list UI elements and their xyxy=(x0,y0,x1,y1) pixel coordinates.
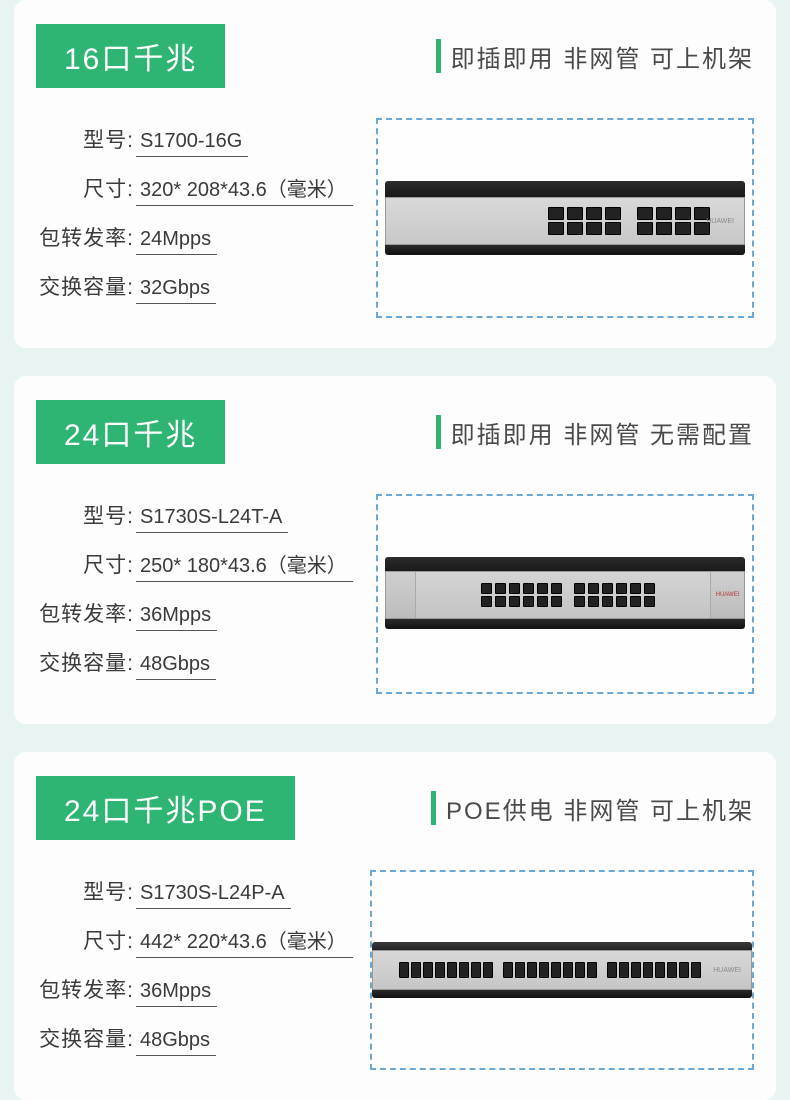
spec-value-capacity: 32Gbps xyxy=(136,277,216,304)
tagline-wrap: 即插即用 非网管 可上机架 xyxy=(436,39,754,74)
product-badge: 16口千兆 xyxy=(36,24,225,88)
spec-row-packet: 包转发率: 24Mpps xyxy=(36,222,366,255)
spec-label: 交换容量: xyxy=(36,1023,136,1053)
spec-row-packet: 包转发率: 36Mpps xyxy=(36,974,360,1007)
spec-list: 型号: S1730S-L24T-A 尺寸: 250* 180*43.6（毫米） … xyxy=(36,494,366,696)
spec-value-size: 442* 220*43.6（毫米） xyxy=(136,925,353,958)
card-header: 24口千兆 即插即用 非网管 无需配置 xyxy=(36,400,754,464)
spec-row-size: 尺寸: 320* 208*43.6（毫米） xyxy=(36,173,366,206)
spec-label: 尺寸: xyxy=(36,925,136,955)
spec-value-model: S1730S-L24T-A xyxy=(136,506,288,533)
spec-label: 交换容量: xyxy=(36,647,136,677)
spec-row-capacity: 交换容量: 48Gbps xyxy=(36,1023,360,1056)
spec-value-model: S1700-16G xyxy=(136,130,248,157)
switch-device-icon: HUAWEI xyxy=(372,942,752,998)
card-header: 24口千兆POE POE供电 非网管 可上机架 xyxy=(36,776,754,840)
tagline-bar-icon xyxy=(431,791,436,825)
spec-label: 型号: xyxy=(36,124,136,154)
spec-label: 型号: xyxy=(36,876,136,906)
product-tagline: POE供电 非网管 可上机架 xyxy=(446,791,754,826)
brand-label: HUAWEI xyxy=(710,572,744,618)
spec-list: 型号: S1730S-L24P-A 尺寸: 442* 220*43.6（毫米） … xyxy=(36,870,360,1072)
card-content: 型号: S1700-16G 尺寸: 320* 208*43.6（毫米） 包转发率… xyxy=(36,118,754,320)
spec-value-capacity: 48Gbps xyxy=(136,1029,216,1056)
card-content: 型号: S1730S-L24P-A 尺寸: 442* 220*43.6（毫米） … xyxy=(36,870,754,1072)
spec-label: 包转发率: xyxy=(36,974,136,1004)
spec-label: 尺寸: xyxy=(36,173,136,203)
spec-row-capacity: 交换容量: 32Gbps xyxy=(36,271,366,304)
product-badge: 24口千兆 xyxy=(36,400,225,464)
spec-value-model: S1730S-L24P-A xyxy=(136,882,291,909)
spec-label: 包转发率: xyxy=(36,222,136,252)
product-badge: 24口千兆POE xyxy=(36,776,295,840)
product-tagline: 即插即用 非网管 可上机架 xyxy=(451,39,754,74)
spec-row-size: 尺寸: 442* 220*43.6（毫米） xyxy=(36,925,360,958)
card-header: 16口千兆 即插即用 非网管 可上机架 xyxy=(36,24,754,88)
spec-row-size: 尺寸: 250* 180*43.6（毫米） xyxy=(36,549,366,582)
product-image-box: HUAWEI xyxy=(370,870,754,1070)
spec-value-packet: 36Mpps xyxy=(136,604,217,631)
spec-row-capacity: 交换容量: 48Gbps xyxy=(36,647,366,680)
product-card: 24口千兆 即插即用 非网管 无需配置 型号: S1730S-L24T-A 尺寸… xyxy=(14,376,776,724)
spec-list: 型号: S1700-16G 尺寸: 320* 208*43.6（毫米） 包转发率… xyxy=(36,118,366,320)
spec-row-model: 型号: S1730S-L24T-A xyxy=(36,500,366,533)
spec-row-packet: 包转发率: 36Mpps xyxy=(36,598,366,631)
card-content: 型号: S1730S-L24T-A 尺寸: 250* 180*43.6（毫米） … xyxy=(36,494,754,696)
spec-row-model: 型号: S1700-16G xyxy=(36,124,366,157)
tagline-bar-icon xyxy=(436,39,441,73)
spec-value-capacity: 48Gbps xyxy=(136,653,216,680)
spec-label: 尺寸: xyxy=(36,549,136,579)
tagline-wrap: POE供电 非网管 可上机架 xyxy=(431,791,754,826)
product-tagline: 即插即用 非网管 无需配置 xyxy=(451,415,754,450)
brand-label: HUAWEI xyxy=(713,967,741,974)
tagline-wrap: 即插即用 非网管 无需配置 xyxy=(436,415,754,450)
spec-value-size: 250* 180*43.6（毫米） xyxy=(136,549,353,582)
switch-device-icon: HUAWEI xyxy=(385,557,745,631)
spec-value-packet: 24Mpps xyxy=(136,228,217,255)
spec-label: 交换容量: xyxy=(36,271,136,301)
product-image-box: HUAWEI xyxy=(376,118,754,318)
spec-label: 型号: xyxy=(36,500,136,530)
brand-label: HUAWEI xyxy=(706,218,734,225)
tagline-bar-icon xyxy=(436,415,441,449)
spec-value-size: 320* 208*43.6（毫米） xyxy=(136,173,353,206)
spec-value-packet: 36Mpps xyxy=(136,980,217,1007)
product-card: 24口千兆POE POE供电 非网管 可上机架 型号: S1730S-L24P-… xyxy=(14,752,776,1100)
spec-row-model: 型号: S1730S-L24P-A xyxy=(36,876,360,909)
spec-label: 包转发率: xyxy=(36,598,136,628)
switch-device-icon: HUAWEI xyxy=(385,181,745,255)
product-image-box: HUAWEI xyxy=(376,494,754,694)
product-card: 16口千兆 即插即用 非网管 可上机架 型号: S1700-16G 尺寸: 32… xyxy=(14,0,776,348)
